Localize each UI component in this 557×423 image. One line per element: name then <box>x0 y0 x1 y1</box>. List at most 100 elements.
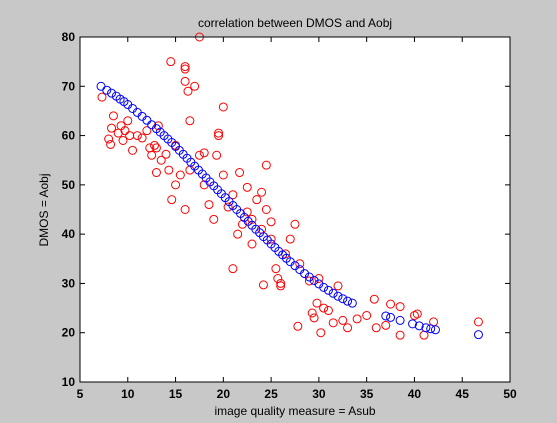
point <box>323 306 333 316</box>
point <box>156 155 166 165</box>
point <box>180 64 190 74</box>
point <box>261 160 271 170</box>
point <box>104 134 114 144</box>
point <box>237 219 247 229</box>
point <box>147 150 157 160</box>
point <box>209 214 219 224</box>
y-tick-label: 40 <box>62 227 76 241</box>
point <box>151 168 161 178</box>
point <box>386 299 396 309</box>
point <box>276 281 286 291</box>
point <box>252 195 262 205</box>
point <box>300 269 310 279</box>
point <box>258 280 268 290</box>
point <box>343 323 353 333</box>
point <box>271 264 281 274</box>
y-tick-label: 20 <box>62 326 76 340</box>
x-tick-label: 50 <box>503 387 517 401</box>
point <box>309 313 319 323</box>
point <box>142 115 152 125</box>
point <box>223 202 233 212</box>
point <box>123 116 133 126</box>
point <box>338 294 348 304</box>
point <box>137 133 147 143</box>
point <box>430 325 440 335</box>
point <box>142 126 152 136</box>
point <box>190 81 200 91</box>
point <box>108 111 118 121</box>
x-tick-label: 10 <box>121 387 135 401</box>
point <box>214 128 224 138</box>
point <box>312 298 322 308</box>
point <box>316 328 326 338</box>
point <box>180 76 190 86</box>
point <box>199 148 209 158</box>
point <box>151 143 161 153</box>
marks <box>96 32 483 340</box>
point <box>381 311 391 321</box>
point <box>266 217 276 227</box>
point <box>371 323 381 333</box>
point <box>204 200 214 210</box>
point <box>421 323 431 333</box>
y-tick-label: 50 <box>62 178 76 192</box>
point <box>412 309 422 319</box>
x-tick-label: 40 <box>408 387 422 401</box>
point <box>369 294 379 304</box>
point <box>235 168 245 178</box>
x-axis-label: image quality measure = Asub <box>214 404 375 418</box>
point <box>218 102 228 112</box>
point <box>242 182 252 192</box>
point <box>473 330 483 340</box>
point <box>242 207 252 217</box>
point <box>167 195 177 205</box>
point <box>132 131 142 141</box>
point <box>175 170 185 180</box>
point <box>347 298 357 308</box>
point <box>314 279 324 289</box>
x-tick-label: 35 <box>360 387 374 401</box>
point <box>338 315 348 325</box>
y-axis-label: DMOS = Aobj <box>37 173 51 246</box>
x-tick-label: 15 <box>169 387 183 401</box>
point <box>107 88 117 98</box>
point <box>343 296 353 306</box>
point <box>309 275 319 285</box>
point <box>381 320 391 330</box>
point <box>228 190 238 200</box>
point <box>257 187 267 197</box>
point <box>319 303 329 313</box>
x-tick-label: 30 <box>312 387 326 401</box>
point <box>290 219 300 229</box>
point <box>150 140 160 150</box>
point <box>233 229 243 239</box>
point <box>295 259 305 269</box>
point <box>212 150 222 160</box>
point <box>408 319 418 329</box>
point <box>164 165 174 175</box>
point <box>171 180 181 190</box>
point <box>293 321 303 331</box>
point <box>180 205 190 214</box>
point <box>120 126 130 136</box>
point <box>199 180 209 190</box>
point <box>185 116 195 126</box>
point <box>426 324 436 334</box>
point <box>161 149 171 159</box>
point <box>194 150 204 160</box>
point <box>97 92 107 102</box>
y-tick-label: 10 <box>62 375 76 389</box>
point <box>285 234 295 244</box>
point <box>395 302 405 312</box>
point <box>314 274 324 283</box>
point <box>333 281 343 291</box>
point <box>153 121 163 131</box>
point <box>386 312 396 322</box>
point <box>214 131 224 141</box>
point <box>218 170 228 180</box>
point <box>304 272 314 282</box>
point <box>106 139 116 149</box>
axes-box <box>79 36 511 383</box>
